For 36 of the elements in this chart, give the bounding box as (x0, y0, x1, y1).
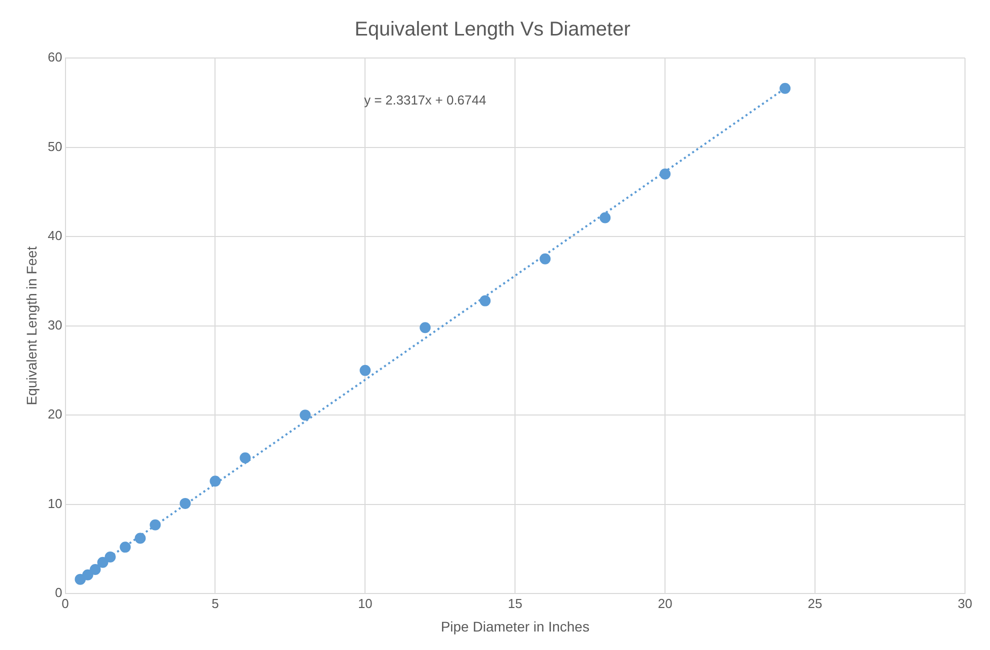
chart-title: Equivalent Length Vs Diameter (354, 18, 631, 41)
point (134, 532, 146, 544)
y-tick-label: 30 (48, 317, 62, 332)
point (104, 552, 116, 562)
y-axis-title: Equivalent Length in Feet (23, 246, 40, 406)
point (74, 574, 86, 585)
point (180, 498, 191, 509)
point (780, 82, 791, 94)
point (600, 212, 611, 224)
point (82, 569, 94, 580)
point (120, 542, 131, 553)
annotation: y = 2.3317x + 0.6744 (364, 92, 486, 108)
x-axis-title: Pipe Diameter in Inches (440, 618, 590, 634)
point (300, 410, 311, 421)
point (660, 168, 671, 180)
y-tick-label: 40 (48, 228, 62, 244)
point (150, 519, 161, 530)
point (97, 556, 108, 568)
y-tick-label: 0 (55, 585, 62, 600)
y-tick-label: 50 (48, 138, 62, 154)
y-tick-label: 20 (48, 406, 62, 422)
point (90, 564, 101, 575)
x-tick-label: 30 (958, 596, 972, 611)
point (540, 253, 551, 264)
point (480, 295, 491, 306)
x-tick-label: 15 (508, 596, 522, 611)
point (240, 452, 251, 464)
y-tick-label: 10 (48, 496, 62, 511)
point (420, 322, 431, 334)
point (210, 476, 221, 487)
x-tick-label: 25 (808, 596, 822, 611)
x-tick-label: 20 (658, 596, 672, 611)
point (360, 364, 371, 376)
x-tick-label: 10 (358, 596, 372, 611)
y-tick-label: 60 (48, 50, 62, 65)
x-tick-label: 5 (212, 596, 219, 611)
